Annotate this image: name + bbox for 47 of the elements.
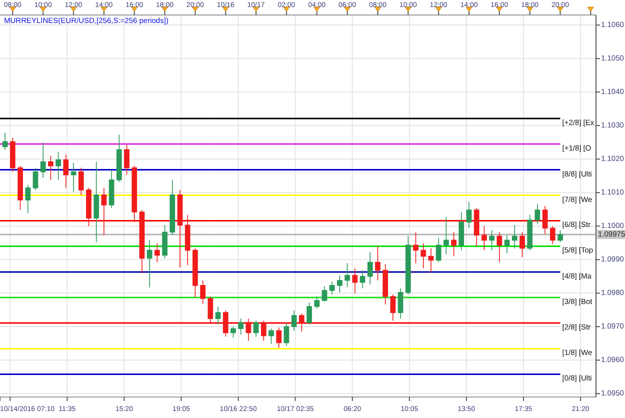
candlestick — [428, 248, 434, 273]
candlestick — [398, 288, 404, 319]
candlestick — [260, 320, 266, 342]
candlestick — [413, 232, 418, 264]
candlestick — [360, 270, 366, 289]
candlestick — [246, 318, 252, 342]
candlestick — [534, 204, 540, 224]
candlestick — [504, 234, 510, 254]
candlestick — [230, 326, 236, 338]
candlestick — [527, 214, 533, 251]
candlestick — [520, 232, 525, 258]
candlestick — [443, 216, 449, 255]
candlestick — [208, 296, 214, 324]
candlestick — [436, 238, 442, 263]
candlestick — [268, 328, 274, 344]
candlestick — [306, 302, 312, 326]
candlestick — [466, 202, 472, 229]
candlestick — [512, 224, 518, 249]
candlestick — [276, 327, 282, 348]
candlestick — [291, 310, 297, 332]
candlestick — [405, 236, 411, 295]
candlestick — [337, 274, 342, 293]
candlestick — [474, 208, 480, 247]
candlestick — [367, 252, 373, 285]
candlestick — [420, 242, 426, 269]
candlestick — [298, 313, 304, 332]
candlestick — [253, 320, 259, 338]
candlestick — [482, 226, 487, 251]
candlestick — [352, 268, 358, 294]
candlestick — [489, 230, 494, 251]
candlestick — [390, 294, 396, 321]
candlestick — [550, 226, 556, 245]
candlestick — [496, 232, 502, 263]
candlestick — [344, 262, 350, 288]
candlestick — [238, 318, 244, 336]
candlestick — [222, 310, 228, 338]
candlestick — [329, 280, 335, 295]
candlestick — [322, 286, 328, 302]
candlestick — [451, 232, 456, 257]
candlestick — [375, 246, 380, 281]
candlestick — [215, 306, 221, 326]
candlestick — [558, 230, 563, 243]
candlestick — [382, 264, 388, 305]
candlestick — [284, 322, 290, 346]
candlestick — [458, 212, 464, 251]
candlestick — [542, 206, 548, 235]
candlestick — [314, 296, 320, 309]
